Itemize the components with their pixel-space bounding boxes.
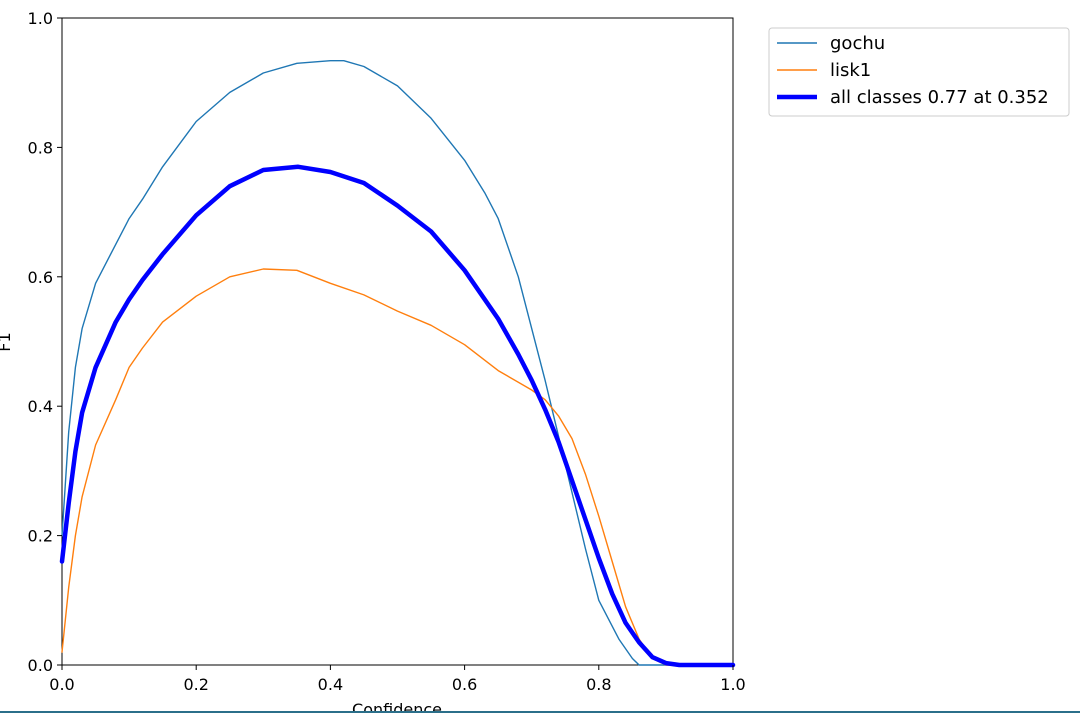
legend: gochu lisk1 all classes 0.77 at 0.352: [768, 27, 1070, 117]
x-tick-label: 0.4: [318, 675, 343, 694]
y-tick-label: 1.0: [28, 9, 53, 28]
series-line-all: [59, 164, 736, 668]
y-axis-ticks: 0.0 0.2 0.4 0.6 0.8 1.0: [28, 9, 62, 675]
x-tick-label: 0.6: [452, 675, 477, 694]
series-line-lisk1: [61, 268, 734, 666]
legend-box: [768, 27, 1070, 117]
x-axis-label: Confidence: [352, 700, 442, 713]
x-axis-ticks: 0.0 0.2 0.4 0.6 0.8 1.0: [49, 665, 746, 694]
y-tick-label: 0.0: [28, 656, 53, 675]
series-line-gochu: [61, 60, 734, 666]
legend-label: gochu: [830, 33, 885, 54]
plot-frame: [61, 17, 734, 666]
x-tick-label: 1.0: [720, 675, 745, 694]
plot-area: [59, 17, 736, 668]
y-axis-label: F1: [0, 332, 14, 351]
y-tick-label: 0.2: [28, 527, 53, 546]
series-layer: [59, 60, 736, 668]
x-tick-label: 0.0: [49, 675, 74, 694]
y-tick-label: 0.8: [28, 138, 53, 157]
legend-label: all classes 0.77 at 0.352: [830, 87, 1049, 108]
bottom-edge-strip: [0, 711, 1080, 713]
x-tick-label: 0.8: [586, 675, 611, 694]
legend-label: lisk1: [830, 60, 871, 81]
y-tick-label: 0.6: [28, 268, 53, 287]
x-tick-label: 0.2: [183, 675, 208, 694]
y-tick-label: 0.4: [28, 397, 53, 416]
